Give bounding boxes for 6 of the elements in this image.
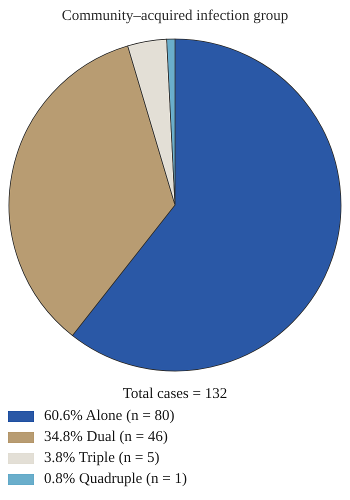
legend-label: 3.8% Triple (n = 5): [44, 450, 160, 467]
legend-label: 60.6% Alone (n = 80): [44, 408, 175, 425]
chart-title: Community–acquired infection group: [60, 8, 290, 25]
text: Total cases = 132: [122, 386, 228, 403]
legend-label: 0.8% Quadruple (n = 1): [44, 471, 188, 488]
legend-label: 34.8% Dual (n = 46): [44, 429, 168, 446]
